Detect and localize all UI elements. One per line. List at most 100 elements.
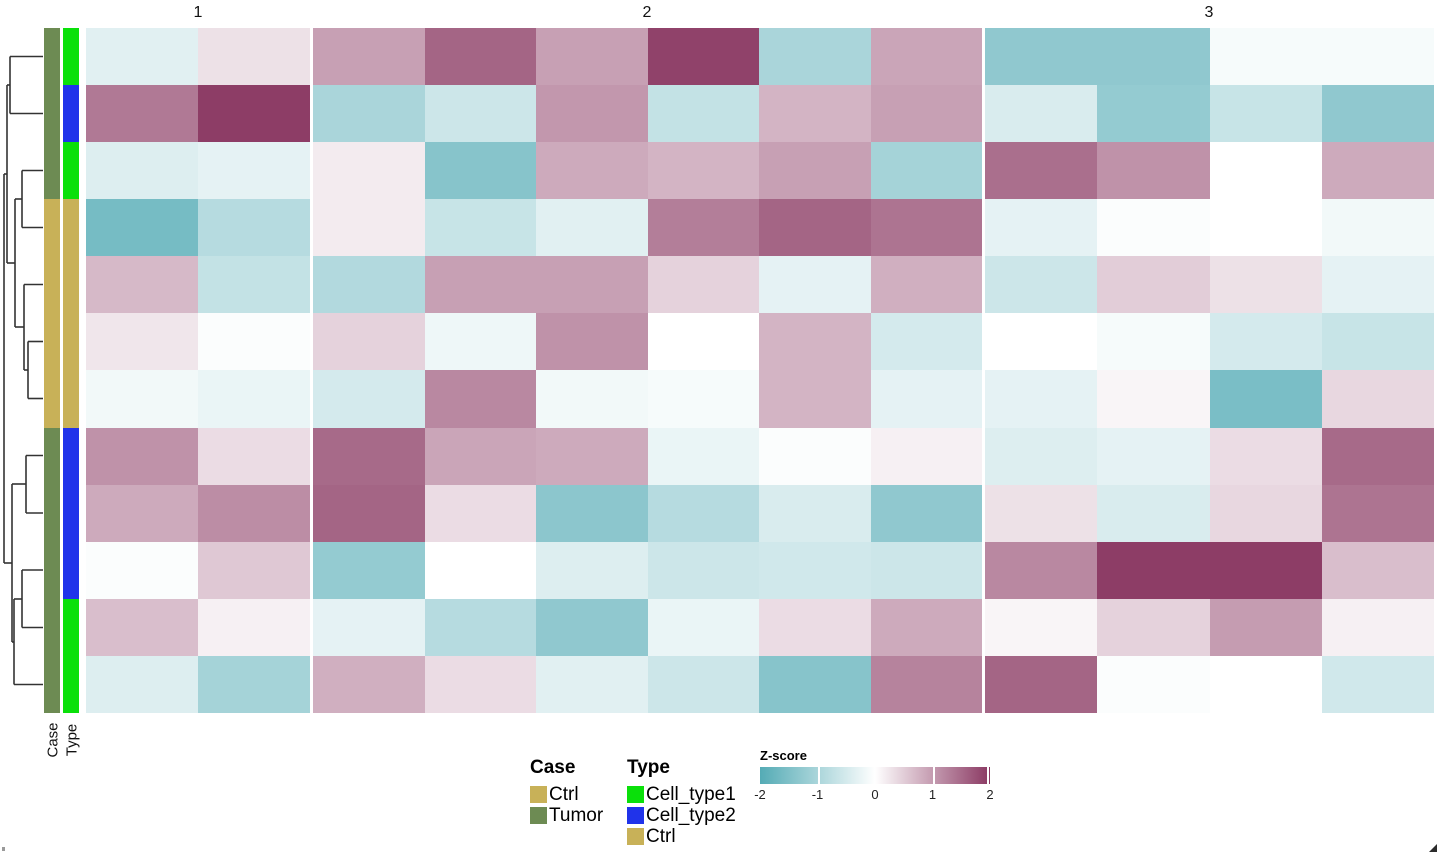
zscore-tick-label: 1	[928, 787, 937, 802]
case-segment-Tumor	[44, 85, 60, 143]
zscore-legend-title: Z-score	[760, 748, 807, 763]
case-segment-Tumor	[44, 598, 60, 656]
heatmap-cell	[870, 313, 982, 371]
heatmap-cell	[198, 28, 310, 86]
heatmap-cell	[536, 313, 648, 371]
heatmap-cell	[870, 655, 982, 713]
zscore-tick-labels: -2 -1 0 1 2	[754, 787, 993, 803]
heatmap-cell	[870, 85, 982, 143]
case-legend-label: Ctrl	[549, 784, 579, 805]
case-segment-Ctrl	[44, 313, 60, 371]
case-segment-Tumor	[44, 541, 60, 599]
heatmap-cell	[759, 28, 871, 86]
type-legend-label: Cell_type1	[646, 784, 736, 805]
heatmap-cell	[198, 256, 310, 314]
zscore-tick-label: -1	[811, 787, 824, 802]
heatmap-cell	[870, 427, 982, 485]
heatmap-cell	[1321, 28, 1434, 86]
heatmap-cell	[313, 85, 425, 143]
heatmap-cell	[870, 598, 982, 656]
type-legend-swatch	[627, 828, 644, 845]
type-segment-Cell_type1	[63, 28, 79, 86]
case-segment-Tumor	[44, 427, 60, 485]
heatmap-cell	[870, 484, 982, 542]
heatmap-group-1	[86, 28, 310, 713]
heatmap-cell	[536, 85, 648, 143]
heatmap-cell	[759, 142, 871, 200]
zscore-tick-mark	[987, 767, 990, 784]
case-legend-items: Ctrl Tumor	[530, 784, 603, 826]
heatmap-cell	[424, 256, 536, 314]
heatmap-cell	[424, 655, 536, 713]
heatmap-cell	[985, 28, 1098, 86]
heatmap-group-2	[313, 28, 982, 713]
heatmap-cell	[759, 85, 871, 143]
heatmap-cell	[86, 256, 198, 314]
heatmap-cell	[86, 142, 198, 200]
heatmap-cell	[870, 256, 982, 314]
heatmap-cell	[536, 256, 648, 314]
heatmap-cell	[1321, 655, 1434, 713]
heatmap-cell	[870, 541, 982, 599]
heatmap-cell	[1321, 427, 1434, 485]
heatmap-cell	[424, 199, 536, 257]
heatmap-cell	[1097, 85, 1210, 143]
heatmap-cell	[424, 142, 536, 200]
case-annotation-bar	[44, 28, 60, 713]
heatmap-cell	[198, 541, 310, 599]
heatmap-cell	[759, 199, 871, 257]
type-segment-Cell_type2	[63, 85, 79, 143]
type-segment-Ctrl	[63, 370, 79, 428]
heatmap-cell	[759, 427, 871, 485]
heatmap-cell	[536, 142, 648, 200]
column-group-label-1: 1	[193, 4, 203, 21]
heatmap-cell	[1097, 142, 1210, 200]
corner-artifact-left	[2, 847, 5, 851]
case-segment-Tumor	[44, 655, 60, 713]
heatmap-cell	[1097, 484, 1210, 542]
case-legend-item: Ctrl	[530, 784, 603, 805]
heatmap-cell	[1097, 256, 1210, 314]
heatmap-cell	[198, 313, 310, 371]
heatmap-cell	[313, 142, 425, 200]
heatmap-cell	[1097, 541, 1210, 599]
heatmap-cell	[870, 28, 982, 86]
heatmap-cell	[198, 598, 310, 656]
heatmap-cell	[647, 484, 759, 542]
heatmap-cell	[647, 142, 759, 200]
zscore-tick-label: -2	[754, 787, 766, 802]
type-legend-swatch	[627, 786, 644, 803]
heatmap-cell	[1209, 655, 1322, 713]
heatmap-cell	[759, 313, 871, 371]
heatmap-cell	[1209, 427, 1322, 485]
heatmap-cell	[1209, 85, 1322, 143]
heatmap-cell	[313, 598, 425, 656]
column-group-label-3: 3	[1204, 4, 1214, 21]
heatmap-cell	[536, 199, 648, 257]
heatmap-cell	[1209, 484, 1322, 542]
type-legend-items: Cell_type1 Cell_type2 Ctrl	[627, 784, 736, 847]
heatmap-cell	[198, 85, 310, 143]
heatmap-cell	[1209, 199, 1322, 257]
case-segment-Ctrl	[44, 370, 60, 428]
heatmap-cell	[313, 484, 425, 542]
heatmap-cell	[424, 541, 536, 599]
heatmap-cell	[1097, 655, 1210, 713]
heatmap-cell	[1209, 142, 1322, 200]
heatmap-cell	[424, 484, 536, 542]
zscore-legend: Z-score -2 -1 0 1 2	[754, 748, 993, 803]
heatmap-cell	[313, 541, 425, 599]
case-segment-Tumor	[44, 28, 60, 86]
type-legend-item: Cell_type2	[627, 805, 736, 826]
case-segment-Ctrl	[44, 199, 60, 257]
heatmap-cell	[759, 541, 871, 599]
heatmap-cell	[86, 85, 198, 143]
heatmap-cell	[759, 370, 871, 428]
heatmap-cell	[647, 28, 759, 86]
heatmap-cell	[86, 541, 198, 599]
heatmap-cell	[985, 484, 1098, 542]
corner-artifact	[1429, 844, 1437, 852]
heatmap-cell	[86, 28, 198, 86]
heatmap-cell	[313, 28, 425, 86]
